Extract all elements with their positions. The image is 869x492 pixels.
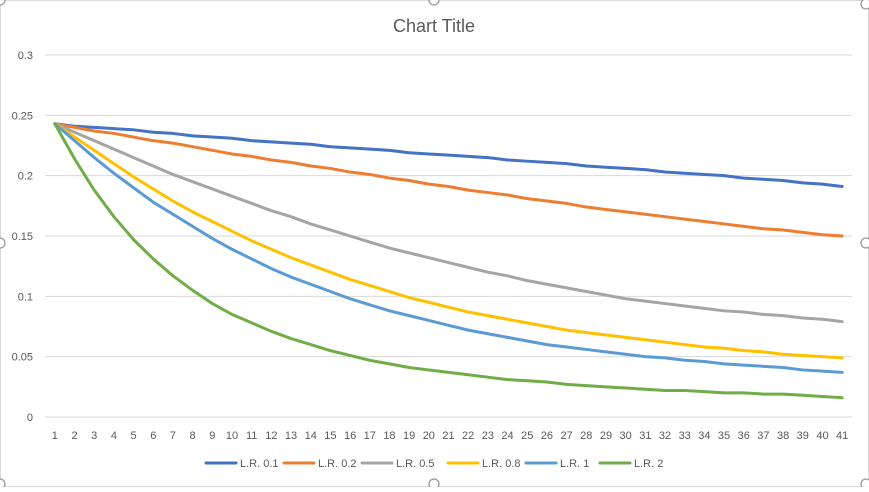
x-tick-label: 8 (190, 430, 196, 442)
legend-label: L.R. 0.5 (396, 458, 435, 470)
x-tick-label: 38 (777, 430, 789, 442)
series-lines (53, 122, 844, 400)
chart-title: Chart Title (393, 16, 475, 36)
resize-handle-middle-right[interactable] (860, 237, 869, 249)
resize-handle-middle-left[interactable] (0, 237, 6, 249)
x-axis-tick-labels: 1 2 3 4 5 6 7 8 9 10 11 12 13 14 15 16 17 18 19 20 21 22 23 24 2… (52, 430, 849, 442)
series-line-2 (53, 122, 844, 238)
y-tick-label: 0.25 (12, 110, 33, 122)
x-tick-label: 18 (383, 430, 395, 442)
x-tick-label: 30 (620, 430, 632, 442)
series-line-1 (53, 122, 844, 189)
x-tick-label: 41 (836, 430, 848, 442)
x-tick-label: 22 (462, 430, 474, 442)
y-axis-tick-labels: 0 0.05 0.1 0.15 0.2 0.25 0.3 (12, 50, 33, 424)
x-tick-label: 39 (797, 430, 809, 442)
x-tick-label: 27 (560, 430, 572, 442)
x-tick-label: 19 (403, 430, 415, 442)
x-tick-label: 36 (738, 430, 750, 442)
x-tick-label: 26 (541, 430, 553, 442)
x-tick-label: 34 (698, 430, 710, 442)
series-line-4 (53, 122, 844, 360)
x-tick-label: 24 (501, 430, 513, 442)
legend: L.R. 0.1 L.R. 0.2 L.R. 0.5 L.R. 0.8 L.R. 1 L.… (204, 458, 663, 470)
legend-label: L.R. 0.2 (318, 458, 357, 470)
x-tick-label: 14 (305, 430, 317, 442)
x-tick-label: 40 (816, 430, 828, 442)
x-tick-label: 13 (285, 430, 297, 442)
resize-handle-bottom-right[interactable] (860, 478, 869, 490)
x-tick-label: 1 (52, 430, 58, 442)
series-line-6 (53, 122, 844, 400)
resize-handle-top-center[interactable] (428, 0, 440, 6)
x-tick-label: 3 (91, 430, 97, 442)
x-tick-label: 9 (209, 430, 215, 442)
x-tick-label: 28 (580, 430, 592, 442)
x-tick-label: 25 (521, 430, 533, 442)
y-tick-label: 0.1 (18, 291, 33, 303)
legend-label: L.R. 1 (560, 458, 589, 470)
x-tick-label: 29 (600, 430, 612, 442)
x-tick-label: 20 (423, 430, 435, 442)
series-line-3 (53, 122, 844, 324)
y-tick-label: 0.05 (12, 352, 33, 364)
x-tick-label: 15 (324, 430, 336, 442)
x-tick-label: 35 (718, 430, 730, 442)
x-tick-label: 16 (344, 430, 356, 442)
y-tick-label: 0.2 (18, 171, 33, 183)
legend-label: L.R. 2 (634, 458, 663, 470)
y-tick-label: 0.15 (12, 231, 33, 243)
series-line-5 (53, 122, 844, 374)
x-tick-label: 32 (659, 430, 671, 442)
x-tick-label: 4 (111, 430, 117, 442)
legend-label: L.R. 0.8 (482, 458, 521, 470)
x-tick-label: 17 (364, 430, 376, 442)
x-tick-label: 33 (679, 430, 691, 442)
x-tick-label: 12 (265, 430, 277, 442)
x-tick-label: 6 (150, 430, 156, 442)
x-tick-label: 37 (757, 430, 769, 442)
x-tick-label: 5 (131, 430, 137, 442)
y-tick-label: 0.3 (18, 50, 33, 62)
x-tick-label: 31 (639, 430, 651, 442)
x-tick-label: 23 (482, 430, 494, 442)
resize-handle-bottom-left[interactable] (0, 478, 6, 490)
x-tick-label: 11 (246, 430, 257, 442)
x-tick-label: 10 (226, 430, 238, 442)
x-tick-label: 21 (442, 430, 454, 442)
y-tick-label: 0 (27, 412, 33, 424)
x-tick-label: 7 (170, 430, 176, 442)
resize-handle-top-left[interactable] (0, 0, 6, 6)
legend-label: L.R. 0.1 (240, 458, 279, 470)
x-tick-label: 2 (71, 430, 77, 442)
resize-handle-bottom-center[interactable] (428, 478, 440, 490)
resize-handle-top-right[interactable] (860, 0, 869, 10)
